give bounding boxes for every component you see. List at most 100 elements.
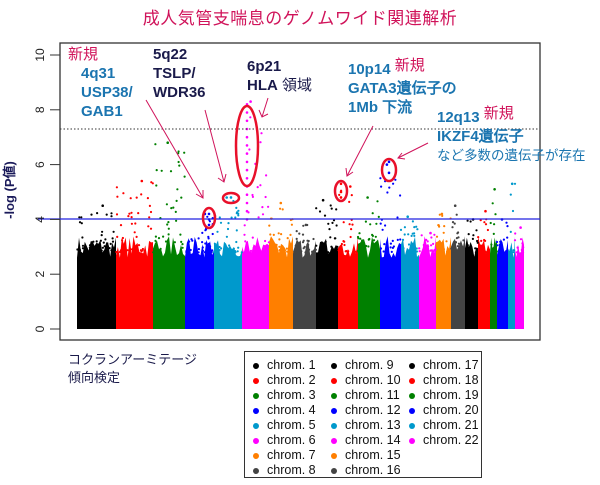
method-note: コクランアーミテージ 傾向検定 bbox=[68, 353, 197, 386]
highlight-10p14 bbox=[333, 179, 349, 203]
annotation-6p21: 6p21 HLA 領域 bbox=[247, 58, 312, 94]
legend-item: chrom. 10 bbox=[331, 373, 401, 388]
legend-dot-icon bbox=[409, 437, 415, 444]
chromosome-6-points bbox=[242, 237, 269, 329]
legend-label: chrom. 4 bbox=[267, 403, 316, 417]
legend-item: chrom. 13 bbox=[331, 418, 401, 433]
legend-label: chrom. 21 bbox=[423, 418, 479, 432]
legend-dot-icon bbox=[253, 437, 259, 444]
legend-dot-icon bbox=[409, 422, 415, 429]
legend-item: chrom. 16 bbox=[331, 463, 401, 478]
highlight-12q13 bbox=[380, 157, 398, 183]
highlight-5q22 bbox=[221, 191, 241, 205]
legend-item: chrom. 2 bbox=[253, 373, 316, 388]
chromosome-4-points bbox=[185, 237, 214, 329]
chromosome-18-points bbox=[478, 236, 490, 329]
legend-item: chrom. 7 bbox=[253, 448, 316, 463]
chromosome-1-points bbox=[77, 237, 116, 329]
chart-title: 成人気管支喘息のゲノムワイド関連解析 bbox=[142, 9, 458, 29]
arrow-10p14 bbox=[346, 125, 374, 177]
arrowhead-icon bbox=[258, 109, 269, 118]
legend-dot-icon bbox=[253, 392, 259, 399]
legend-item: chrom. 8 bbox=[253, 463, 316, 478]
y-tick-label: 8 bbox=[33, 106, 47, 113]
arrow-4q31 bbox=[145, 99, 204, 199]
legend-dot-icon bbox=[331, 377, 337, 384]
legend-column: chrom. 1 chrom. 2 chrom. 3 chrom. 4 chrom. 5… bbox=[253, 358, 316, 478]
arrow-5q22 bbox=[204, 109, 225, 183]
chromosome-5-points bbox=[214, 240, 242, 329]
legend-dot-icon bbox=[331, 437, 337, 444]
legend-item: chrom. 15 bbox=[331, 448, 401, 463]
y-axis: 0 2 4 6 8 10 bbox=[33, 48, 60, 332]
highlight-ellipses bbox=[201, 104, 398, 230]
chromosome-10-points bbox=[338, 236, 358, 329]
legend-label: chrom. 9 bbox=[345, 358, 394, 372]
chart-legend: chrom. 1 chrom. 2 chrom. 3 chrom. 4 chrom. 5… bbox=[244, 351, 482, 478]
legend-item: chrom. 1 bbox=[253, 358, 316, 373]
legend-dot-icon bbox=[331, 467, 337, 474]
y-tick-label: 10 bbox=[33, 48, 47, 62]
legend-item: chrom. 18 bbox=[409, 373, 479, 388]
chromosome-point-clouds bbox=[77, 236, 524, 329]
legend-label: chrom. 14 bbox=[345, 433, 401, 447]
arrowhead-icon bbox=[397, 152, 406, 160]
novel-label: 新規 bbox=[68, 46, 99, 63]
chromosome-17-points bbox=[465, 237, 478, 329]
legend-column: chrom. 9 chrom. 10 chrom. 11 chrom. 12 chrom… bbox=[331, 358, 401, 478]
legend-label: chrom. 5 bbox=[267, 418, 316, 432]
legend-dot-icon bbox=[253, 452, 259, 459]
legend-item: chrom. 19 bbox=[409, 388, 479, 403]
legend-dot-icon bbox=[253, 377, 259, 384]
legend-item: chrom. 5 bbox=[253, 418, 316, 433]
legend-label: chrom. 18 bbox=[423, 373, 479, 387]
legend-item: chrom. 11 bbox=[331, 388, 401, 403]
legend-label: chrom. 19 bbox=[423, 388, 479, 402]
novel-label: 新規 bbox=[483, 105, 514, 122]
chromosome-16-points bbox=[451, 236, 465, 329]
legend-dot-icon bbox=[253, 407, 259, 414]
legend-dot-icon bbox=[409, 362, 415, 369]
arrowhead-icon bbox=[195, 190, 204, 199]
legend-item: chrom. 3 bbox=[253, 388, 316, 403]
y-tick-label: 0 bbox=[33, 325, 47, 332]
legend-label: chrom. 8 bbox=[267, 463, 316, 477]
y-axis-label: -log (P値) bbox=[2, 161, 17, 219]
legend-item: chrom. 4 bbox=[253, 403, 316, 418]
legend-item: chrom. 9 bbox=[331, 358, 401, 373]
legend-dot-icon bbox=[409, 377, 415, 384]
legend-label: chrom. 3 bbox=[267, 388, 316, 402]
legend-label: chrom. 17 bbox=[423, 358, 479, 372]
legend-label: chrom. 1 bbox=[267, 358, 316, 372]
annotation-arrows bbox=[145, 97, 429, 199]
chromosome-7-points bbox=[269, 236, 293, 329]
legend-dot-icon bbox=[331, 452, 337, 459]
plot-frame bbox=[59, 42, 541, 341]
legend-item: chrom. 20 bbox=[409, 403, 479, 418]
legend-label: chrom. 11 bbox=[345, 388, 400, 402]
chromosome-2-points bbox=[116, 236, 153, 329]
chromosome-15-points bbox=[436, 237, 451, 329]
arrowhead-icon bbox=[345, 167, 354, 177]
chromosome-19-points bbox=[490, 237, 497, 329]
chromosome-22-points bbox=[515, 237, 524, 329]
legend-dot-icon bbox=[331, 392, 337, 399]
annotation-12q13: 12q13 新規 IKZF4遺伝子 など多数の遺伝子が存在 bbox=[437, 105, 586, 163]
legend-label: chrom. 6 bbox=[267, 433, 316, 447]
legend-column: chrom. 17 chrom. 18 chrom. 19 chrom. 20 chro… bbox=[409, 358, 479, 448]
legend-label: chrom. 12 bbox=[345, 403, 401, 417]
legend-dot-icon bbox=[409, 392, 415, 399]
legend-label: chrom. 15 bbox=[345, 448, 401, 462]
legend-dot-icon bbox=[331, 407, 337, 414]
chromosome-8-points bbox=[293, 239, 316, 329]
legend-label: chrom. 13 bbox=[345, 418, 401, 432]
legend-label: chrom. 2 bbox=[267, 373, 316, 387]
arrow-12q13 bbox=[397, 142, 429, 159]
legend-label: chrom. 7 bbox=[267, 448, 316, 462]
significant-points bbox=[76, 100, 525, 254]
legend-dot-icon bbox=[409, 407, 415, 414]
legend-dot-icon bbox=[253, 467, 259, 474]
legend-item: chrom. 12 bbox=[331, 403, 401, 418]
legend-dot-icon bbox=[253, 362, 259, 369]
highlight-4q31 bbox=[201, 206, 217, 230]
